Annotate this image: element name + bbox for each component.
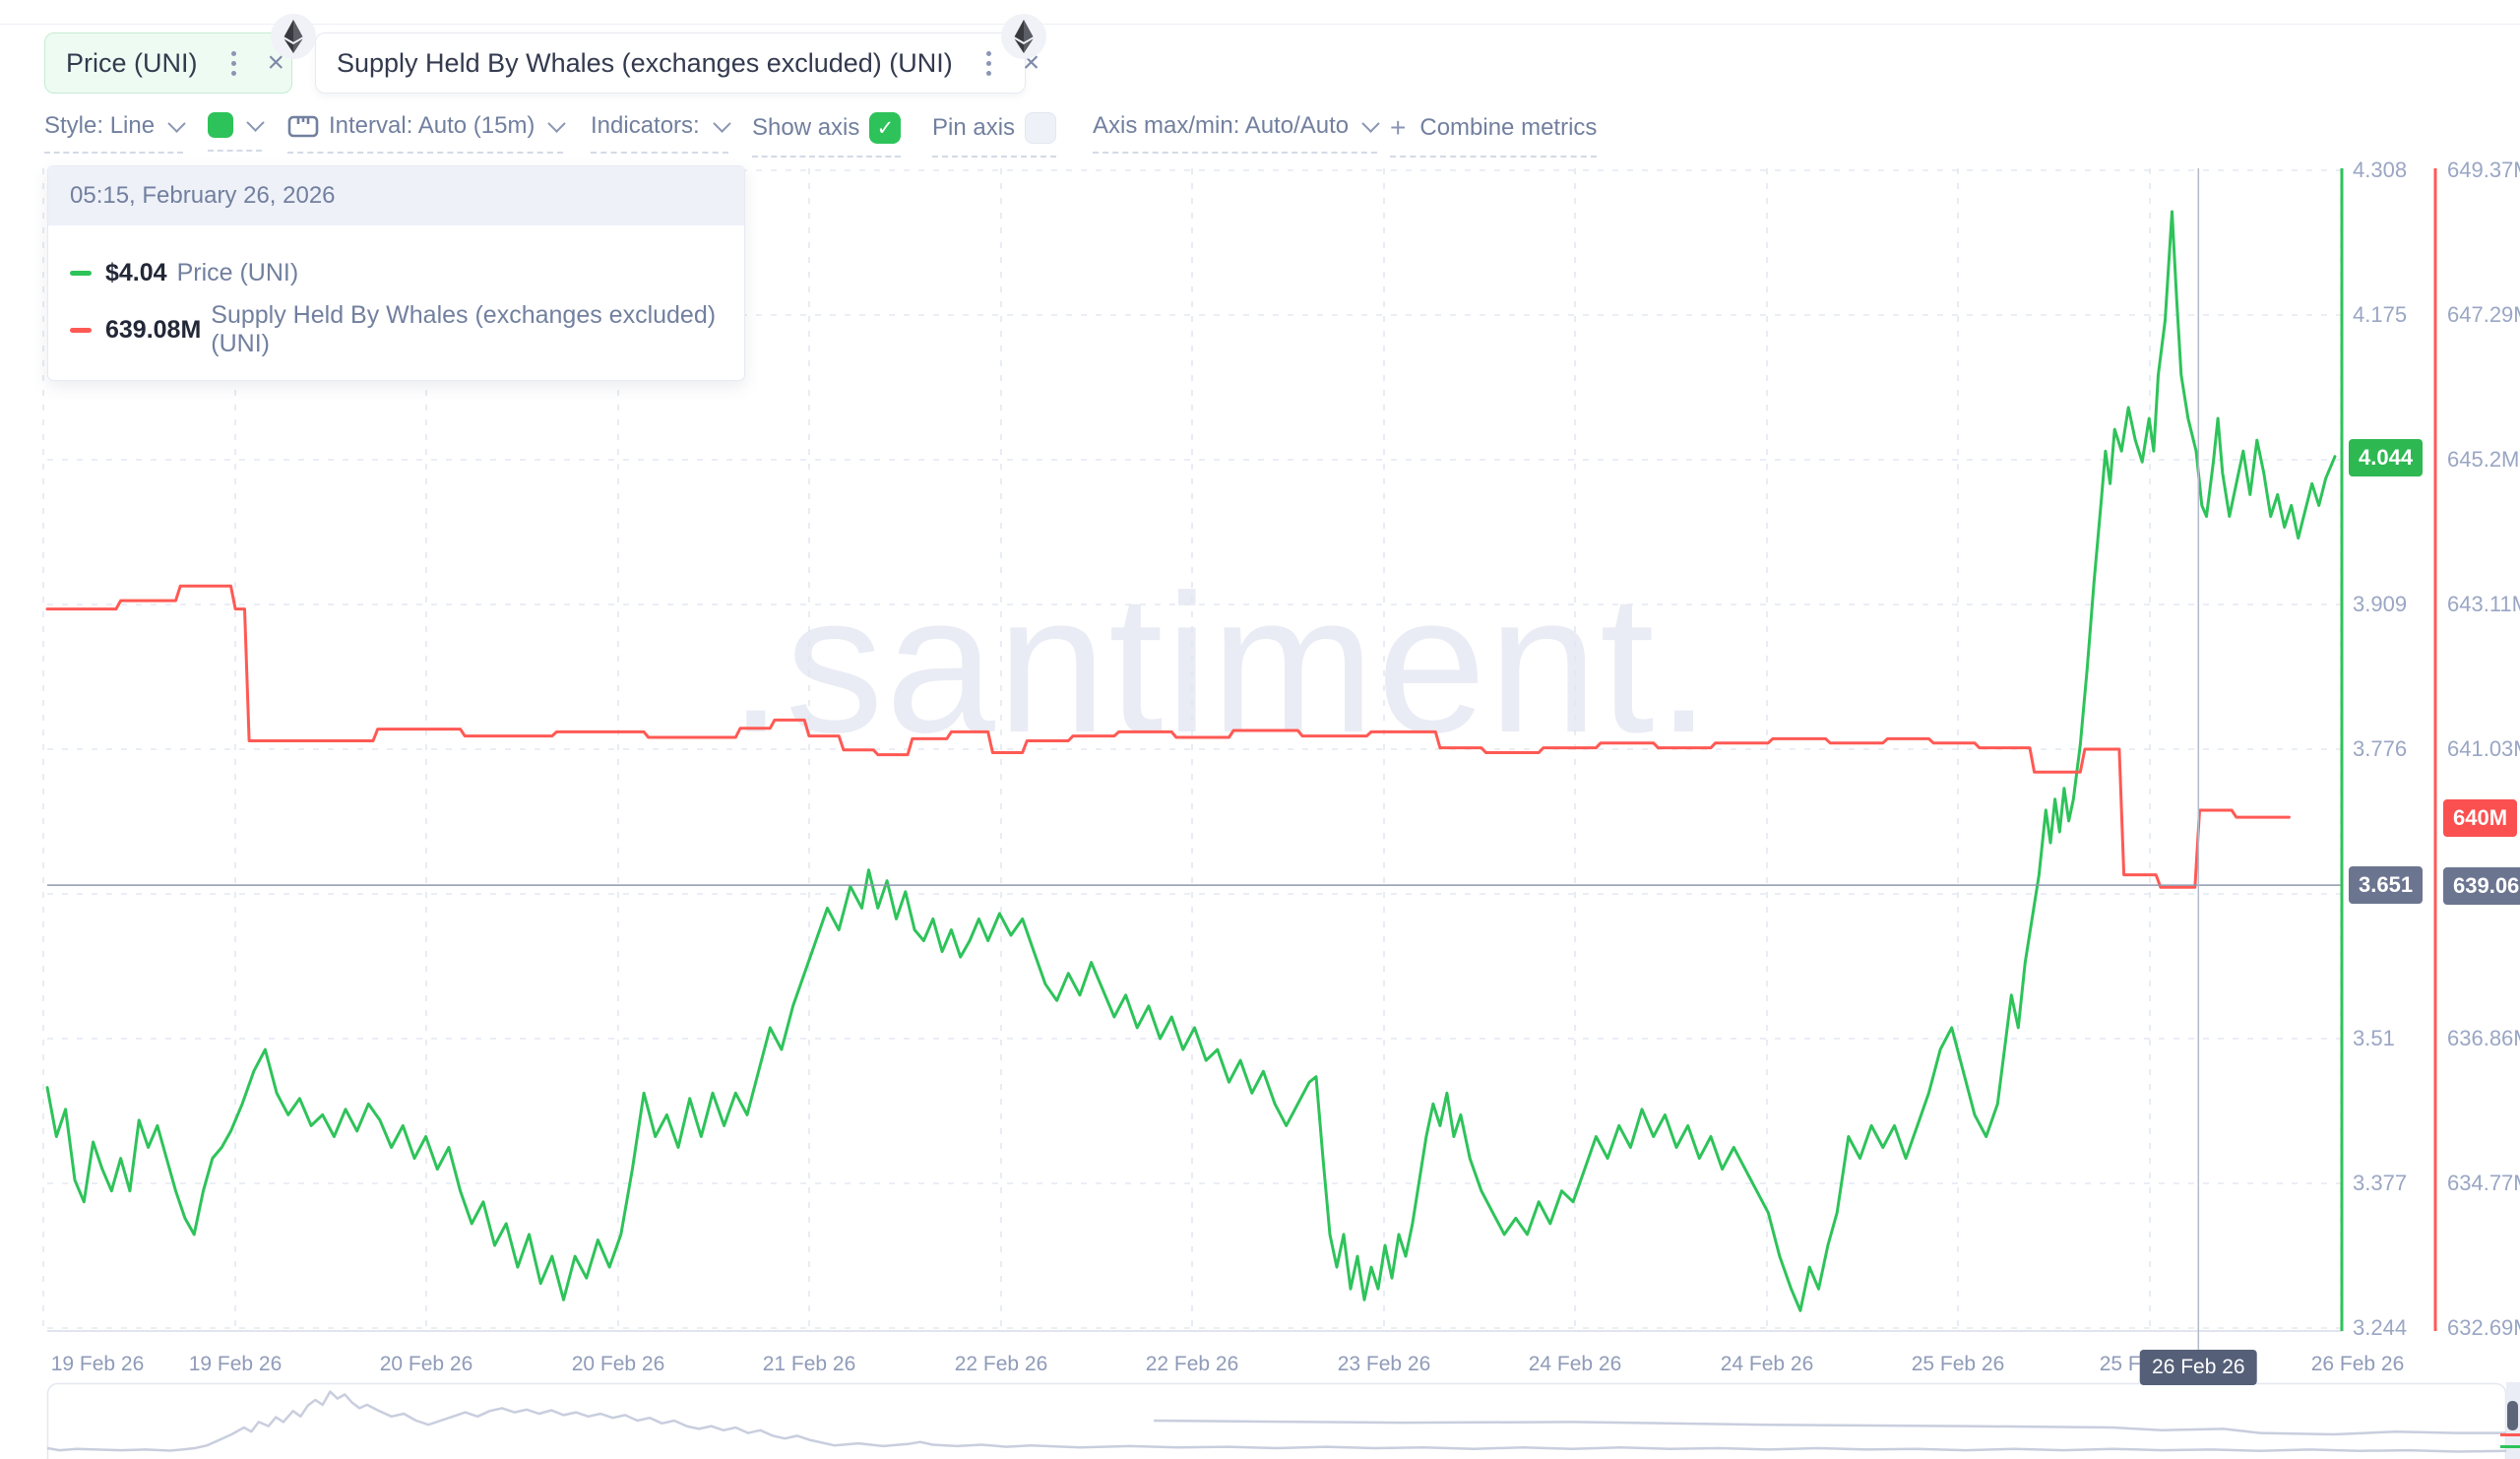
axis-tick-label: 4.175 <box>2353 302 2408 327</box>
style-label: Style: Line <box>44 112 156 139</box>
pin-axis-checkbox[interactable] <box>1025 112 1057 144</box>
axis-tick-label: 3.244 <box>2353 1315 2408 1340</box>
chart-navigator[interactable] <box>0 1382 2520 1459</box>
interval-icon <box>287 115 319 138</box>
show-axis-toggle[interactable]: Show axis ✓ <box>752 112 902 158</box>
kebab-menu-icon[interactable] <box>980 45 997 82</box>
x-axis-date-label: 23 Feb 26 <box>1337 1353 1431 1375</box>
kebab-menu-icon[interactable] <box>225 45 242 82</box>
panel-top-border <box>0 24 2520 25</box>
tooltip-row-supply: 639.08M Supply Held By Whales (exchanges… <box>70 301 723 358</box>
tab-label: Supply Held By Whales (exchanges exclude… <box>337 47 953 78</box>
x-axis-date-label: 24 Feb 26 <box>1528 1353 1622 1375</box>
chevron-down-icon <box>713 113 731 133</box>
supply-current-badge: 640M <box>2443 798 2518 837</box>
x-axis-date-label: 24 Feb 26 <box>1720 1353 1814 1375</box>
axis-tick-label: 3.776 <box>2353 736 2408 761</box>
combine-metrics-label: Combine metrics <box>1419 114 1598 141</box>
x-axis-date-label: 19 Feb 26 <box>50 1353 145 1375</box>
axis-tick-label: 3.377 <box>2353 1171 2408 1195</box>
x-axis-date-label: 26 Feb 26 <box>2310 1353 2405 1375</box>
crosshair-supply-badge: 639.06M <box>2443 866 2520 905</box>
ethereum-icon <box>271 14 316 59</box>
navigator-price-segment <box>2500 1445 2520 1448</box>
show-axis-checkbox[interactable]: ✓ <box>869 112 902 144</box>
axis-maxmin-label: Axis max/min: Auto/Auto <box>1093 112 1350 139</box>
tooltip-price-value: $4.04 <box>105 259 167 286</box>
tooltip-supply-value: 639.08M <box>105 315 202 344</box>
indicators-selector[interactable]: Indicators: <box>591 112 731 154</box>
x-axis-date-label: 20 Feb 26 <box>571 1353 665 1375</box>
crosshair-price-badge: 3.651 <box>2349 866 2424 905</box>
chevron-down-icon <box>167 113 186 133</box>
x-axis-date-label: 22 Feb 26 <box>1145 1353 1239 1375</box>
x-axis-date-label: 22 Feb 26 <box>954 1353 1048 1375</box>
axis-tick-label: 641.03M <box>2447 736 2520 761</box>
price-current-badge: 4.044 <box>2349 438 2424 476</box>
axis-tick-label: 636.86M <box>2447 1026 2520 1050</box>
crosshair-date-badge: 26 Feb 26 <box>2140 1350 2257 1385</box>
tooltip-datetime: 05:15, February 26, 2026 <box>48 166 744 225</box>
axis-tick-label: 4.308 <box>2353 158 2408 182</box>
price-series-dash-icon <box>70 271 92 276</box>
supply-series-dash-icon <box>70 327 92 333</box>
chevron-down-icon <box>547 113 567 133</box>
chevron-down-icon <box>1361 113 1380 133</box>
color-swatch <box>208 112 233 138</box>
series-color-picker[interactable] <box>208 112 265 152</box>
tab-price-uni[interactable]: Price (UNI) × <box>44 32 292 94</box>
x-axis-date-label: 25 Feb 26 <box>1911 1353 2005 1375</box>
pin-axis-label: Pin axis <box>932 114 1016 141</box>
axis-tick-label: 649.37M <box>2447 158 2520 182</box>
axis-tick-label: 3.909 <box>2353 592 2408 616</box>
pin-axis-toggle[interactable]: Pin axis <box>932 112 1057 158</box>
navigator-drag-handle[interactable] <box>2507 1401 2518 1430</box>
x-axis-date-label: 21 Feb 26 <box>762 1353 856 1375</box>
style-selector[interactable]: Style: Line <box>44 112 186 154</box>
axis-tick-label: 3.51 <box>2353 1026 2395 1050</box>
tab-label: Price (UNI) <box>66 47 198 78</box>
check-icon: ✓ <box>876 116 895 140</box>
x-axis-date-label: 20 Feb 26 <box>379 1353 473 1375</box>
tooltip-row-price: $4.04 Price (UNI) <box>70 259 723 287</box>
indicators-label: Indicators: <box>591 112 700 139</box>
axis-tick-label: 645.2M <box>2447 447 2520 472</box>
axis-tick-label: 634.77M <box>2447 1171 2520 1196</box>
tab-supply-whales[interactable]: Supply Held By Whales (exchanges exclude… <box>315 32 1040 94</box>
tooltip-supply-name: Supply Held By Whales (exchanges exclude… <box>211 301 717 357</box>
axis-tick-label: 643.11M <box>2447 592 2520 617</box>
axis-tick-label: 632.69M <box>2447 1315 2520 1340</box>
chevron-down-icon <box>246 112 265 132</box>
ethereum-icon <box>1001 14 1046 59</box>
plus-icon: + <box>1390 112 1407 143</box>
combine-metrics-button[interactable]: + Combine metrics <box>1390 112 1598 158</box>
interval-selector[interactable]: Interval: Auto (15m) <box>287 112 567 154</box>
tooltip-price-name: Price (UNI) <box>176 259 299 286</box>
navigator-supply-segment <box>2500 1433 2520 1436</box>
x-axis-date-label: 19 Feb 26 <box>188 1353 283 1375</box>
axis-tick-label: 647.29M <box>2447 301 2520 327</box>
chart-tooltip: 05:15, February 26, 2026 $4.04 Price (UN… <box>47 165 745 381</box>
interval-label: Interval: Auto (15m) <box>329 112 536 139</box>
axis-maxmin-selector[interactable]: Axis max/min: Auto/Auto <box>1093 112 1380 154</box>
show-axis-label: Show axis <box>752 114 860 141</box>
